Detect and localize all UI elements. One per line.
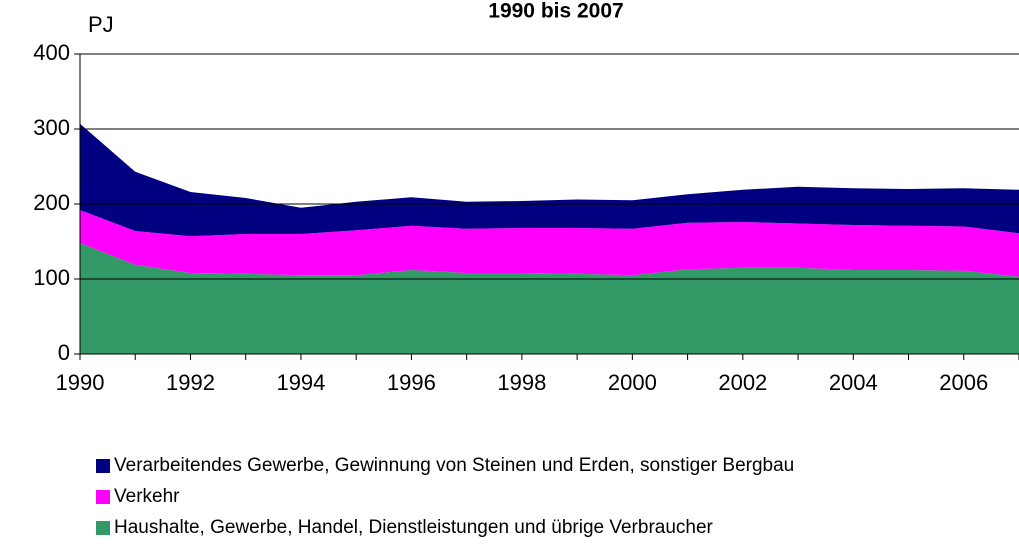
x-tick-label: 1990: [56, 370, 105, 395]
y-tick-label: 400: [33, 40, 70, 65]
area: [80, 210, 1019, 277]
x-tick-label: 1992: [166, 370, 215, 395]
area: [80, 123, 1019, 237]
y-tick-label: 0: [58, 340, 70, 365]
x-tick-label: 1996: [387, 370, 436, 395]
x-tick-label: 2006: [939, 370, 988, 395]
x-tick-label: 1998: [497, 370, 546, 395]
x-tick-label: 1994: [276, 370, 325, 395]
legend-label: Haushalte, Gewerbe, Handel, Dienstleistu…: [114, 517, 714, 538]
x-tick-label: 2000: [608, 370, 657, 395]
y-tick-label: 300: [33, 115, 70, 140]
legend-swatch: [96, 490, 110, 504]
x-tick-label: 2004: [829, 370, 878, 395]
legend-label: Verarbeitendes Gewerbe, Gewinnung von St…: [114, 455, 794, 476]
chart-title: 1990 bis 2007: [488, 0, 623, 23]
legend-label: Verkehr: [114, 486, 180, 507]
y-tick-label: 200: [33, 190, 70, 215]
y-tick-label: 100: [33, 265, 70, 290]
area: [80, 243, 1019, 354]
legend-swatch: [96, 459, 110, 473]
x-tick-label: 2002: [718, 370, 767, 395]
y-axis-label: PJ: [88, 12, 114, 37]
legend-swatch: [96, 521, 110, 535]
